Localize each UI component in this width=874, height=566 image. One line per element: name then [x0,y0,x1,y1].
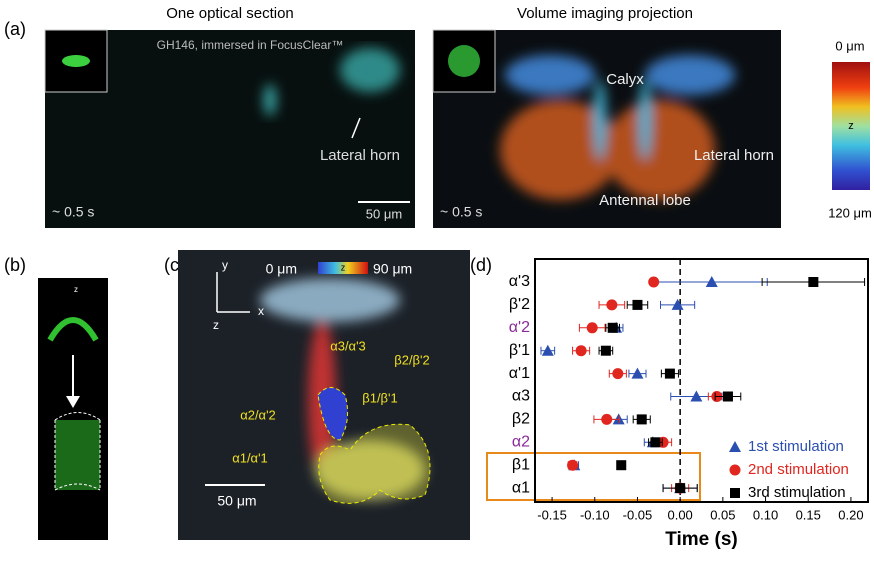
annotation: Lateral horn [694,147,774,164]
axis-label: x [258,304,264,318]
panel-label: (a) [4,19,26,39]
point [730,488,740,498]
y-tick-label: α'2 [509,319,530,336]
legend-label: 2nd stimulation [748,461,849,478]
point [729,441,741,452]
legend-label: 1st stimulation [748,438,844,455]
x-tick-label: 0.20 [838,507,863,522]
colorbar-label: 0 μm [835,38,864,53]
point [723,392,733,402]
axis-label: z [213,318,219,332]
annotation: 50 μm [366,206,402,221]
point [608,323,618,333]
x-tick-label: -0.10 [580,507,610,522]
annotation: 50 μm [217,493,256,509]
image-detail [55,420,100,490]
region-label: α3/α'3 [330,338,366,353]
inset-shape [448,45,480,77]
panel-title: One optical section [166,5,294,22]
colorbar-label: z [341,262,346,272]
panel-title: Volume imaging projection [517,5,693,22]
x-tick-label: 0.00 [667,507,692,522]
y-tick-label: α3 [512,388,530,405]
point [650,437,660,447]
x-tick-label: -0.05 [623,507,653,522]
point [648,277,659,288]
panel-label: (d) [470,255,492,275]
region-label: α1/α'1 [232,450,268,465]
panel-label: (b) [4,255,26,275]
point [808,277,818,287]
point [612,368,623,379]
y-tick-label: α1 [512,479,530,496]
y-tick-label: α2 [512,434,530,451]
annotation: GH146, immersed in FocusClear™ [157,38,344,52]
point [576,345,587,356]
point [601,346,611,356]
y-tick-label: β1 [512,456,530,473]
y-tick-label: β'1 [509,342,530,359]
point [616,460,626,470]
region-label: α2/α'2 [240,407,276,422]
point [665,369,675,379]
figure: (a) One optical section Volume imaging p… [0,0,874,561]
annotation: ~ 0.5 s [440,204,482,220]
y-tick-label: α'1 [509,365,530,382]
x-tick-label: -0.15 [537,507,567,522]
point [587,322,598,333]
legend-label: 3rd stimulation [748,484,846,501]
point [606,299,617,310]
y-tick-label: β'2 [509,296,530,313]
annotation: Antennal lobe [599,192,691,209]
colorbar-label: 90 μm [373,261,412,277]
point [632,300,642,310]
axis-label: y [62,268,66,277]
point [730,465,741,476]
point [567,460,578,471]
annotation: ~ 0.5 s [52,204,94,220]
x-axis-label: Time (s) [665,529,738,550]
colorbar-label: 0 μm [266,261,297,277]
region-label: β1/β'1 [362,390,398,405]
x-tick-label: 0.15 [796,507,821,522]
point [675,483,685,493]
point [637,414,647,424]
colorbar-label: z [848,120,854,132]
annotation: Lateral horn [320,147,400,164]
x-tick-label: 0.05 [710,507,735,522]
x-tick-label: 0.10 [753,507,778,522]
axis-label: y [222,258,228,272]
region-label: β2/β'2 [394,352,430,367]
axis-label: x [84,266,88,275]
y-tick-label: α'3 [509,273,530,290]
point [601,414,612,425]
inset-shape [62,55,90,67]
y-tick-label: β2 [512,411,530,428]
colorbar-label: 120 μm [828,205,872,220]
annotation: Calyx [606,71,644,88]
axis-label: z [74,285,78,294]
